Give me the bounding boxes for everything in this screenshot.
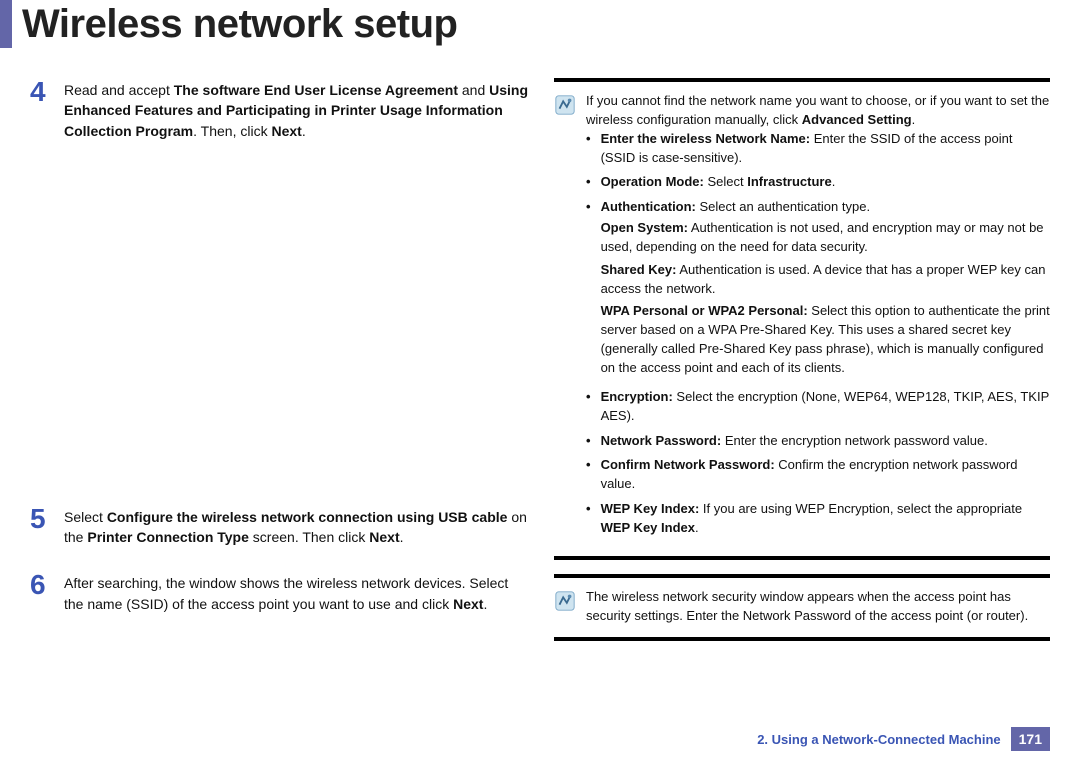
label: Enter the wireless Network Name:: [601, 131, 811, 146]
note-content: If you cannot find the network name you …: [586, 92, 1050, 544]
text: .: [302, 123, 306, 139]
label: Network Password:: [601, 433, 722, 448]
bullet-item: Confirm Network Password: Confirm the en…: [586, 456, 1050, 494]
title-bar: Wireless network setup: [0, 0, 1080, 56]
right-column: If you cannot find the network name you …: [554, 78, 1050, 655]
content-columns: 4 Read and accept The software End User …: [0, 56, 1080, 655]
label: Operation Mode:: [601, 174, 704, 189]
bold-text: Printer Connection Type: [87, 529, 249, 545]
step-number: 5: [30, 505, 50, 548]
sub-item: WPA Personal or WPA2 Personal: Select th…: [601, 302, 1050, 377]
text: .: [695, 520, 699, 535]
text: .: [832, 174, 836, 189]
bullet-item: Enter the wireless Network Name: Enter t…: [586, 130, 1050, 168]
note-icon: [554, 590, 576, 612]
page-number-badge: 171: [1011, 727, 1050, 751]
spacer: [30, 165, 530, 505]
label: WPA Personal or WPA2 Personal:: [601, 303, 808, 318]
bullet-item: Network Password: Enter the encryption n…: [586, 432, 1050, 451]
label: WEP Key Index:: [601, 501, 700, 516]
step-5: 5 Select Configure the wireless network …: [30, 505, 530, 548]
text: If you are using WEP Encryption, select …: [699, 501, 1022, 516]
text: screen. Then click: [249, 529, 369, 545]
title-accent-block: [0, 0, 12, 48]
step-4: 4 Read and accept The software End User …: [30, 78, 530, 141]
step-number: 4: [30, 78, 50, 141]
note-intro: If you cannot find the network name you …: [586, 92, 1050, 130]
text: .: [400, 529, 404, 545]
label: Shared Key:: [601, 262, 677, 277]
bold-text: WEP Key Index: [601, 520, 695, 535]
text: The wireless network security window app…: [586, 588, 1050, 626]
bullet-list: Enter the wireless Network Name: Enter t…: [586, 130, 1050, 538]
note-inner: If you cannot find the network name you …: [554, 92, 1050, 544]
text: . Then, click: [193, 123, 271, 139]
page-title: Wireless network setup: [22, 2, 457, 47]
bullet-item: Operation Mode: Select Infrastructure.: [586, 173, 1050, 192]
step-number: 6: [30, 571, 50, 614]
footer: 2. Using a Network-Connected Machine 171: [757, 727, 1050, 751]
label: Open System:: [601, 220, 688, 235]
bold-text: Advanced Setting: [802, 112, 912, 127]
sub-item: Shared Key: Authentication is used. A de…: [601, 261, 1050, 299]
bold-text: Next: [453, 596, 483, 612]
note-icon: [554, 94, 576, 116]
text: .: [483, 596, 487, 612]
text: Enter the encryption network password va…: [721, 433, 988, 448]
step-body: Select Configure the wireless network co…: [64, 505, 530, 548]
text: Select: [64, 509, 107, 525]
step-body: Read and accept The software End User Li…: [64, 78, 530, 141]
text: Select: [704, 174, 747, 189]
note-block-2: The wireless network security window app…: [554, 574, 1050, 642]
step-6: 6 After searching, the window shows the …: [30, 571, 530, 614]
bold-text: Infrastructure: [747, 174, 832, 189]
text: .: [912, 112, 916, 127]
label: Encryption:: [601, 389, 673, 404]
text: Select an authentication type.: [696, 199, 870, 214]
sub-item: Open System: Authentication is not used,…: [601, 219, 1050, 257]
text: and: [458, 82, 489, 98]
footer-chapter: 2. Using a Network-Connected Machine: [757, 732, 1000, 747]
bullet-item: Encryption: Select the encryption (None,…: [586, 388, 1050, 426]
note-content: The wireless network security window app…: [586, 588, 1050, 626]
text: After searching, the window shows the wi…: [64, 575, 508, 611]
label: Authentication:: [601, 199, 696, 214]
label: Confirm Network Password:: [601, 457, 775, 472]
bold-text: Configure the wireless network connectio…: [107, 509, 508, 525]
step-body: After searching, the window shows the wi…: [64, 571, 530, 614]
bold-text: Next: [271, 123, 301, 139]
bullet-item: WEP Key Index: If you are using WEP Encr…: [586, 500, 1050, 538]
bold-text: The software End User License Agreement: [174, 82, 458, 98]
bold-text: Next: [369, 529, 399, 545]
text: Read and accept: [64, 82, 174, 98]
bullet-item: Authentication: Select an authentication…: [586, 198, 1050, 382]
note-block-1: If you cannot find the network name you …: [554, 78, 1050, 560]
note-inner: The wireless network security window app…: [554, 588, 1050, 626]
left-column: 4 Read and accept The software End User …: [30, 78, 530, 655]
sub-list: Open System: Authentication is not used,…: [601, 219, 1050, 378]
